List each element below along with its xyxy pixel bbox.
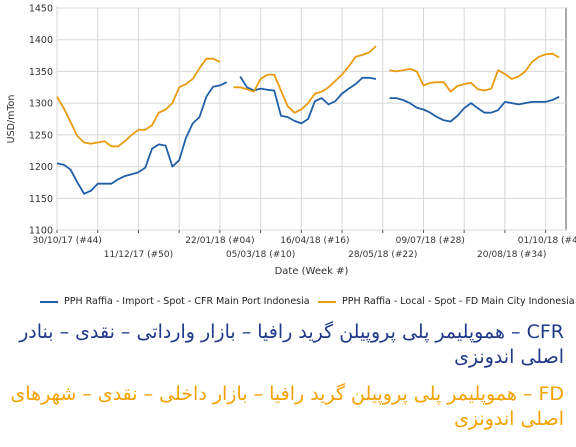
y-tick-label: 1100 — [29, 226, 53, 237]
y-tick-label: 1250 — [29, 130, 53, 141]
x-tick-label: 11/12/17 (#50) — [104, 250, 173, 260]
series-line-import — [239, 76, 377, 125]
y-tick-label: 1400 — [29, 35, 53, 46]
y-tick-label: 1350 — [29, 67, 53, 78]
x-tick-label: 09/07/18 (#28) — [396, 236, 465, 246]
y-axis-label: USD/mTon — [6, 95, 17, 144]
legend-item-local: PPH Raffia - Local - Spot - FD Main City… — [318, 296, 575, 307]
x-axis-label: Date (Week #) — [275, 266, 349, 277]
x-tick-label: 16/04/18 (#16) — [280, 236, 349, 246]
caption-cfr: CFR – هموپلیمر پلی پروپیلن گرید رافیا – … — [19, 321, 564, 368]
x-tick-label: 30/10/17 (#44) — [33, 236, 102, 246]
y-tick-label: 1450 — [29, 4, 53, 15]
legend-label-local: PPH Raffia - Local - Spot - FD Main City… — [342, 296, 575, 307]
x-tick-label: 20/08/18 (#34) — [477, 250, 546, 260]
legend-swatch-local — [318, 300, 336, 303]
legend: PPH Raffia - Import - Spot - CFR Main Po… — [40, 296, 575, 312]
x-tick-label: 28/05/18 (#22) — [348, 250, 417, 260]
series-line-import — [56, 81, 228, 195]
series-line-local — [233, 45, 377, 114]
series-line-local — [56, 57, 221, 148]
x-tick-label: 22/01/18 (#04) — [185, 236, 254, 246]
x-tick-label: 05/03/18 (#10) — [226, 250, 295, 260]
price-line-chart: 1100 1150 1200 1250 1300 1350 1400 1450 30/10/17… — [6, 4, 576, 278]
plot-area — [56, 7, 567, 231]
legend-label-import: PPH Raffia - Import - Spot - CFR Main Po… — [64, 296, 310, 307]
series-line-import — [389, 95, 560, 123]
caption-fd: FD – هموپلیمر پلی پروپیلن گرید رافیا – ب… — [10, 383, 564, 430]
legend-item-import: PPH Raffia - Import - Spot - CFR Main Po… — [40, 296, 310, 307]
x-tick-label: 01/10/18 (#40) — [518, 236, 576, 246]
series-line-local — [389, 52, 560, 93]
legend-swatch-import — [40, 300, 58, 303]
y-tick-label: 1150 — [29, 194, 53, 205]
y-tick-label: 1300 — [29, 99, 53, 110]
y-tick-label: 1200 — [29, 162, 53, 173]
